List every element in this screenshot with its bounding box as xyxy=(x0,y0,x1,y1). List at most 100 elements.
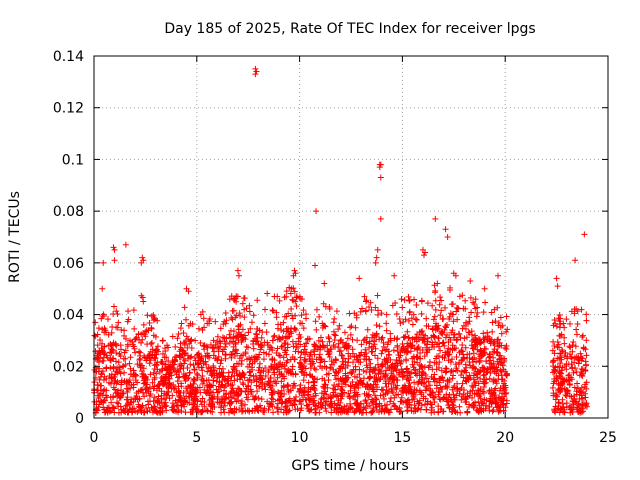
data-point xyxy=(463,334,470,341)
data-point xyxy=(583,379,590,386)
data-point xyxy=(206,316,213,323)
data-point xyxy=(423,375,430,382)
data-point xyxy=(257,346,264,353)
data-point xyxy=(256,374,263,381)
data-point xyxy=(125,316,132,323)
data-point xyxy=(174,335,181,342)
data-point xyxy=(137,364,144,371)
data-point xyxy=(257,372,264,379)
data-point xyxy=(144,312,151,319)
data-point xyxy=(573,331,580,338)
data-point xyxy=(568,353,574,360)
data-point xyxy=(194,403,201,410)
data-point xyxy=(481,339,488,346)
data-point xyxy=(550,380,557,387)
data-point xyxy=(161,390,168,397)
data-point xyxy=(497,395,504,402)
data-point xyxy=(192,337,199,344)
data-point xyxy=(291,267,298,274)
data-point xyxy=(152,333,159,340)
data-point xyxy=(226,339,233,346)
data-point xyxy=(371,337,378,344)
data-point xyxy=(262,364,269,371)
data-point xyxy=(499,362,506,369)
data-point xyxy=(305,386,312,393)
data-point xyxy=(466,401,473,408)
data-point xyxy=(407,340,414,347)
data-point xyxy=(367,360,374,367)
data-point xyxy=(262,372,269,379)
data-point xyxy=(284,357,291,364)
data-point xyxy=(280,354,287,361)
data-point xyxy=(128,409,135,416)
data-point xyxy=(232,347,239,354)
data-point xyxy=(294,405,301,412)
data-point xyxy=(139,254,146,261)
data-point xyxy=(104,316,111,323)
data-point xyxy=(238,361,245,368)
data-point xyxy=(204,353,211,360)
data-point xyxy=(568,376,575,383)
data-point xyxy=(396,354,403,361)
data-point xyxy=(306,408,313,415)
data-point xyxy=(173,402,180,409)
data-point xyxy=(302,311,309,318)
data-point xyxy=(450,391,457,398)
data-point xyxy=(338,391,345,398)
data-point xyxy=(274,345,281,352)
data-point xyxy=(406,309,413,316)
data-point xyxy=(150,317,157,324)
data-point xyxy=(371,332,378,339)
data-point xyxy=(97,337,104,344)
data-point xyxy=(478,348,485,355)
data-point xyxy=(409,321,416,328)
data-point xyxy=(362,397,369,404)
data-point xyxy=(121,332,128,339)
data-point xyxy=(437,396,444,403)
data-point xyxy=(97,373,104,380)
data-point xyxy=(319,338,326,345)
data-point xyxy=(138,292,145,299)
data-point xyxy=(557,387,564,394)
data-point xyxy=(433,382,440,389)
data-point xyxy=(200,358,207,365)
data-point xyxy=(230,328,237,335)
data-point xyxy=(186,369,193,376)
data-point xyxy=(283,409,290,416)
data-point xyxy=(318,403,325,410)
data-point xyxy=(444,234,451,240)
data-point xyxy=(130,367,137,374)
data-point xyxy=(108,399,115,406)
data-point xyxy=(479,364,486,371)
data-point xyxy=(197,389,204,396)
data-point xyxy=(408,315,415,322)
data-point xyxy=(402,316,409,323)
data-point xyxy=(262,306,269,313)
data-point xyxy=(471,391,478,398)
data-point xyxy=(342,370,349,377)
data-point xyxy=(489,328,496,335)
data-point xyxy=(147,371,154,378)
data-point xyxy=(203,377,210,384)
data-point xyxy=(95,325,102,332)
data-point xyxy=(298,363,305,370)
data-point xyxy=(472,378,479,385)
data-point xyxy=(292,393,299,400)
data-point xyxy=(402,333,409,340)
data-point xyxy=(493,395,500,402)
data-point xyxy=(366,402,373,409)
data-point xyxy=(388,370,395,377)
data-point xyxy=(228,354,235,361)
data-point xyxy=(359,381,366,388)
data-point xyxy=(300,388,307,395)
data-point xyxy=(298,349,305,356)
data-point xyxy=(227,405,234,412)
data-point xyxy=(241,332,248,339)
data-point xyxy=(96,355,103,362)
data-point xyxy=(424,398,431,405)
data-point xyxy=(109,375,116,382)
data-point xyxy=(323,408,330,415)
data-point xyxy=(354,402,361,409)
data-point xyxy=(252,405,259,412)
data-point xyxy=(215,348,222,355)
